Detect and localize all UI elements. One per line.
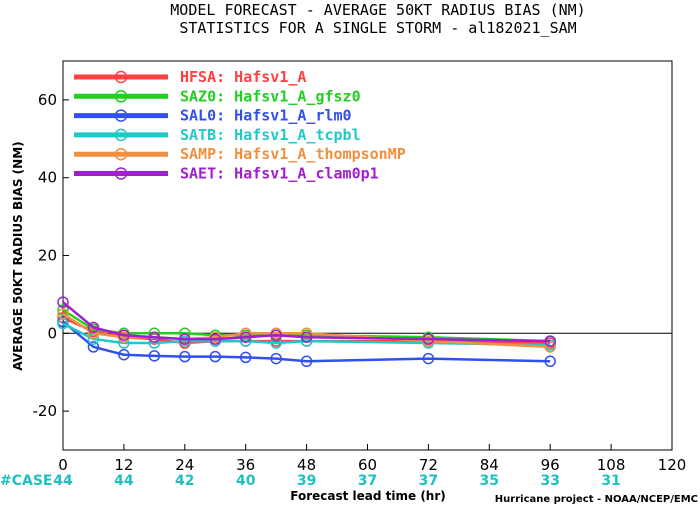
series-point	[57, 296, 69, 308]
case-count: 37	[419, 473, 438, 489]
x-tick-label: 12	[114, 456, 133, 474]
x-tick-label: 72	[419, 456, 438, 474]
case-counts: 44 44 42 40 39 37 37 35 33 31	[53, 473, 621, 489]
x-tick-label: 24	[175, 456, 194, 474]
legend-marker	[114, 109, 128, 122]
case-count: 37	[358, 473, 377, 489]
series-point	[209, 333, 221, 345]
legend-label: HFSA: Hafsv1_A	[180, 68, 306, 86]
y-tick-label: 0	[47, 324, 57, 342]
series-point	[87, 341, 100, 353]
case-label: #CASE	[0, 473, 53, 489]
series-5	[57, 296, 556, 347]
series-point	[544, 355, 556, 368]
y-tick-label: -20	[33, 402, 58, 420]
case-count: 33	[540, 473, 559, 489]
y-tick-label: 20	[38, 247, 57, 265]
series-point	[57, 308, 69, 320]
series-2	[57, 315, 556, 368]
plot-frame	[62, 60, 673, 451]
legend-marker	[114, 167, 128, 180]
series-layer	[57, 296, 556, 368]
credit-text: Hurricane project - NOAA/NCEP/EMC	[495, 494, 698, 505]
x-axis-label: Forecast lead time (hr)	[290, 489, 446, 503]
y-axis-ticks: -20 0 20 40 60	[33, 91, 69, 420]
x-tick-label: 0	[58, 456, 68, 474]
legend-label: SAET: Hafsv1_A_clam0p1	[180, 165, 379, 183]
legend-item: SAZ0: Hafsv1_A_gfsz0	[74, 87, 361, 105]
series-point	[300, 331, 313, 343]
legend-item: HFSA: Hafsv1_A	[74, 68, 306, 86]
case-count: 31	[601, 473, 620, 489]
case-count: 40	[236, 473, 256, 489]
legend-label: SAZ0: Hafsv1_A_gfsz0	[180, 87, 361, 105]
series-point	[270, 329, 282, 341]
series-line	[62, 312, 551, 349]
legend-label: SAL0: Hafsv1_A_rlm0	[180, 107, 352, 125]
series-point	[87, 321, 100, 334]
x-axis-ticks: 0 12 24 36 48 60 72 84 96 108 120	[58, 444, 686, 474]
x-tick-label: 36	[236, 456, 255, 474]
legend-item: SAET: Hafsv1_A_clam0p1	[74, 165, 379, 183]
legend-item: SAMP: Hafsv1_A_thompsonMP	[74, 145, 406, 163]
series-point	[239, 331, 252, 343]
series-point	[422, 352, 435, 365]
series-line	[62, 322, 551, 347]
x-tick-label: 60	[358, 456, 377, 474]
x-tick-label: 96	[541, 456, 560, 474]
legend-label: SAMP: Hafsv1_A_thompsonMP	[180, 145, 406, 163]
series-point	[544, 341, 556, 353]
chart-title-line2: STATISTICS FOR A SINGLE STORM - al182021…	[179, 19, 576, 37]
legend-marker	[114, 90, 128, 103]
legend-label: SATB: Hafsv1_A_tcpbl	[180, 126, 361, 144]
series-point	[239, 351, 252, 364]
case-count: 44	[114, 473, 134, 489]
y-axis-label: AVERAGE 50KT RADIUS BIAS (NM)	[11, 141, 25, 370]
case-count: 44	[53, 473, 73, 489]
series-point	[209, 350, 221, 363]
legend-item: SAL0: Hafsv1_A_rlm0	[74, 107, 352, 125]
legend-marker	[114, 70, 128, 84]
series-point	[179, 350, 191, 363]
y-tick-label: 40	[38, 169, 57, 187]
series-point	[148, 331, 161, 343]
series-point	[148, 350, 161, 362]
series-point	[422, 333, 435, 345]
legend-item: SATB: Hafsv1_A_tcpbl	[74, 126, 361, 144]
x-tick-label: 48	[297, 456, 316, 474]
series-point	[118, 329, 130, 341]
chart-title-line1: MODEL FORECAST - AVERAGE 50KT RADIUS BIA…	[170, 1, 585, 19]
x-tick-label: 120	[658, 456, 687, 474]
series-line	[62, 320, 551, 363]
y-tick-label: 60	[38, 91, 57, 109]
series-point	[270, 352, 282, 365]
series-point	[544, 335, 556, 347]
x-tick-label: 84	[480, 456, 499, 474]
case-count: 35	[480, 473, 499, 489]
x-tick-label: 108	[597, 456, 626, 474]
legend-marker	[114, 128, 128, 142]
case-count: 42	[175, 473, 194, 489]
series-line	[62, 301, 551, 343]
case-count: 39	[297, 473, 316, 489]
series-point	[300, 355, 313, 368]
series-point	[179, 333, 191, 345]
legend-marker	[114, 147, 128, 161]
series-point	[118, 348, 130, 361]
